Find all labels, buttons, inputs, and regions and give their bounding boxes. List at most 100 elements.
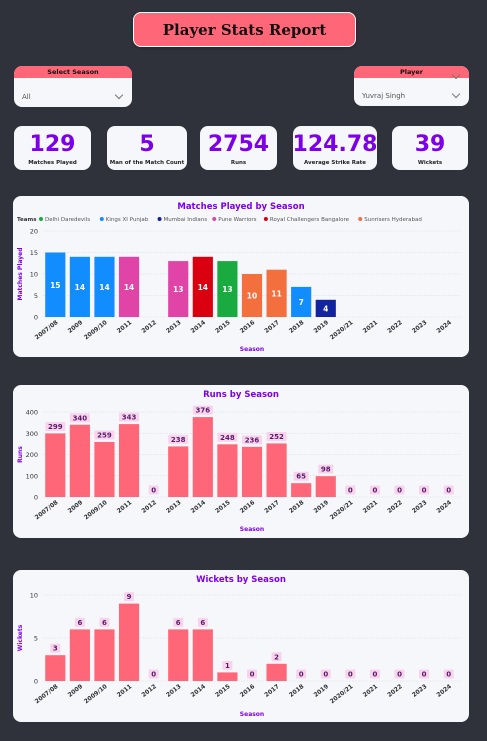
legend-marker: [39, 217, 43, 221]
bar: [315, 476, 336, 497]
x-tick-label: 2013: [165, 499, 182, 515]
data-label-bg: [192, 405, 213, 415]
data-label-bg: [293, 471, 309, 481]
x-tick-label: 2014: [190, 319, 207, 335]
data-label: 376: [196, 407, 211, 415]
data-label-bg: [99, 617, 110, 627]
x-tick-label: 2009: [67, 499, 84, 515]
x-tick-label: 2009/10: [83, 683, 109, 705]
x-tick-label: 2017: [263, 319, 280, 335]
data-label-bg: [394, 669, 405, 679]
data-label: 6: [77, 619, 82, 627]
kpi-card-motm: 5 Man of the Match Count: [107, 126, 187, 170]
x-axis-title: Season: [240, 711, 264, 718]
x-tick-label: 2024: [435, 319, 452, 335]
data-label: 14: [75, 283, 85, 292]
bar: [118, 424, 140, 497]
y-tick-label: 200: [26, 451, 38, 459]
bar: [241, 274, 263, 317]
data-label: 11: [271, 289, 281, 298]
legend-marker: [157, 217, 162, 221]
data-label: 6: [176, 619, 181, 627]
bar: [168, 446, 189, 497]
data-label-bg: [119, 412, 140, 422]
kpi-card-strike-rate: 124.78 Average Strike Rate: [293, 126, 377, 170]
x-tick-label: 2019: [313, 319, 330, 335]
season-slicer[interactable]: Select Season All: [14, 66, 132, 107]
y-tick-label: 10: [30, 592, 38, 600]
y-tick-label: 10: [30, 271, 38, 279]
bar: [266, 269, 287, 317]
kpi-label: Runs: [230, 160, 247, 166]
data-label: 1: [225, 662, 230, 670]
x-tick-label: 2012: [140, 319, 157, 335]
chart-title: Wickets by Season: [196, 575, 286, 585]
kpi-value: 129: [29, 132, 76, 157]
data-label: 14: [124, 283, 134, 292]
legend-marker: [212, 217, 217, 221]
data-label: 0: [422, 671, 427, 679]
bar: [94, 441, 115, 497]
data-label: 0: [446, 487, 451, 495]
data-label: 14: [99, 283, 109, 292]
x-tick-label: 2016: [239, 683, 256, 699]
x-tick-label: 2007/08: [34, 499, 60, 521]
x-tick-label: 2009/10: [83, 499, 109, 521]
bar: [94, 629, 115, 681]
y-tick-label: 0: [34, 494, 38, 502]
bar: [315, 299, 336, 317]
x-tick-label: 2018: [288, 683, 305, 699]
data-label: 343: [122, 414, 137, 422]
legend-item: Royal Challengers Bangalore: [270, 217, 350, 223]
legend-marker: [263, 217, 268, 221]
bar: [69, 424, 90, 497]
data-label: 7: [299, 298, 304, 307]
bar: [217, 672, 238, 681]
data-label: 6: [102, 619, 107, 627]
x-tick-label: 2024: [435, 683, 452, 699]
data-label-bg: [148, 485, 159, 495]
data-label: 0: [299, 671, 304, 679]
kpi-label: Average Strike Rate: [303, 160, 367, 166]
matches-chart-panel: Matches Played by Season Teams Delhi Dared…: [13, 196, 469, 357]
y-tick-label: 15: [30, 249, 38, 257]
chevron-down-icon[interactable]: [114, 90, 124, 100]
y-tick-label: 0: [34, 678, 38, 686]
data-label-bg: [443, 485, 454, 495]
bar: [69, 629, 90, 681]
data-label-bg: [69, 413, 90, 423]
x-axis-title: Season: [240, 346, 264, 353]
data-label: 14: [198, 283, 208, 292]
data-label: 6: [200, 619, 205, 627]
wickets-chart-panel: Wickets by Season 0 5 10 Wickets Season 2007/0…: [13, 570, 469, 722]
data-label: 0: [397, 671, 402, 679]
data-label-bg: [242, 435, 262, 445]
data-label-bg: [124, 592, 135, 602]
x-tick-label: 2012: [140, 499, 157, 515]
data-label: 2: [274, 653, 279, 661]
bar: [45, 655, 66, 681]
player-slicer[interactable]: Player Yuvraj Singh: [354, 66, 469, 106]
data-label: 299: [48, 423, 63, 431]
data-label-bg: [50, 643, 61, 653]
data-label: 238: [171, 436, 186, 444]
bar: [217, 444, 238, 497]
y-tick-label: 5: [34, 635, 38, 643]
y-axis-title: Wickets: [17, 624, 24, 651]
x-tick-label: 2021: [362, 499, 379, 515]
data-label: 9: [127, 593, 132, 601]
kpi-card-matches: 129 Matches Played: [14, 126, 91, 170]
chevron-down-icon[interactable]: [451, 89, 461, 99]
data-label: 0: [422, 487, 427, 495]
data-label: 340: [73, 414, 88, 422]
x-tick-label: 2012: [140, 683, 157, 699]
data-label-bg: [320, 669, 331, 679]
data-label: 0: [151, 487, 156, 495]
data-label-bg: [168, 434, 189, 444]
data-label-bg: [74, 617, 85, 627]
x-tick-label: 2019: [313, 499, 330, 515]
data-label: 15: [50, 281, 60, 290]
kpi-label: Matches Played: [28, 160, 77, 166]
kpi-label: Man of the Match Count: [109, 160, 185, 166]
data-label: 13: [173, 285, 183, 294]
